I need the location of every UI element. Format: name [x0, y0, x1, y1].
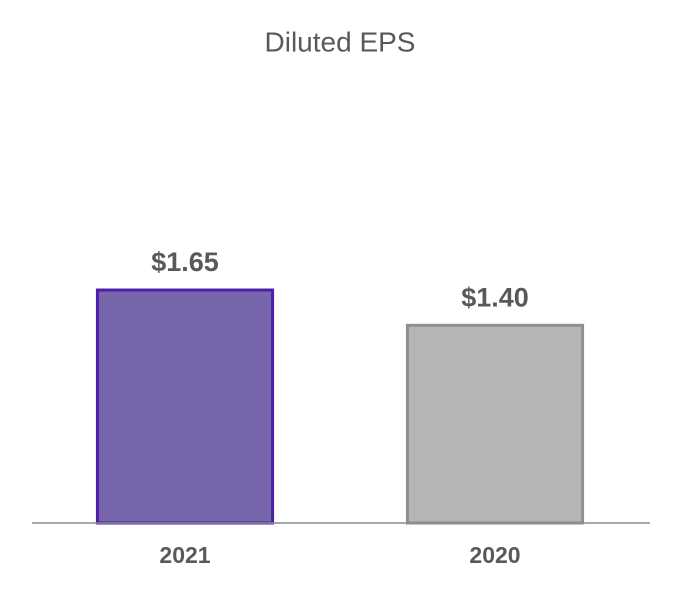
- bar: [405, 323, 585, 525]
- x-tick-label: 2021: [159, 542, 210, 568]
- bar: [95, 288, 275, 525]
- x-tick-label: 2020: [469, 542, 520, 568]
- chart-title: Diluted EPS: [265, 26, 416, 57]
- value-label: $1.40: [461, 282, 529, 312]
- value-label: $1.65: [151, 247, 219, 277]
